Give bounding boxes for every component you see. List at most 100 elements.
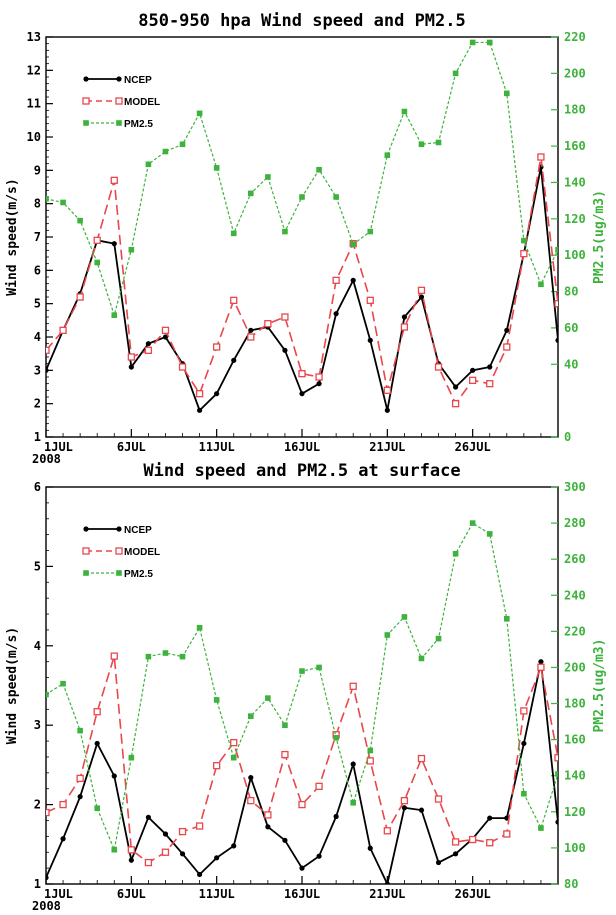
y-tick-label: 10 xyxy=(27,130,41,144)
data-point xyxy=(350,241,356,248)
x-tick-label: 21JUL xyxy=(369,887,405,901)
data-point xyxy=(282,228,288,235)
data-point xyxy=(401,614,408,620)
data-point xyxy=(230,230,237,237)
y-axis-label: Wind speed(m/s) xyxy=(5,627,20,744)
data-point xyxy=(46,875,49,881)
data-point xyxy=(128,364,134,370)
data-point xyxy=(77,217,83,224)
y2-tick-label: 80 xyxy=(564,285,578,299)
data-point xyxy=(145,653,152,660)
data-point xyxy=(487,364,493,370)
y-tick-label: 2 xyxy=(34,397,41,411)
data-point xyxy=(350,799,356,806)
data-point xyxy=(197,871,203,878)
data-point xyxy=(452,70,459,77)
data-point xyxy=(195,390,204,398)
data-point xyxy=(77,794,83,800)
legend-label: PM2.5 xyxy=(124,569,153,580)
legend-label: MODEL xyxy=(124,547,160,558)
data-point xyxy=(435,859,442,866)
data-point xyxy=(110,652,118,660)
data-point xyxy=(555,771,558,777)
data-point xyxy=(367,337,373,343)
data-point xyxy=(315,782,323,790)
legend-marker xyxy=(83,570,89,576)
y2-tick-label: 240 xyxy=(564,588,586,602)
data-point xyxy=(60,680,66,687)
y2-tick-label: 160 xyxy=(564,733,586,747)
legend-marker xyxy=(82,97,90,105)
series-pm2-5 xyxy=(46,39,558,318)
legend-marker xyxy=(83,120,89,126)
data-point xyxy=(60,836,66,842)
data-point xyxy=(554,754,558,762)
legend-marker xyxy=(115,97,123,105)
data-point xyxy=(366,757,374,765)
data-point xyxy=(111,312,118,318)
data-point xyxy=(383,827,391,835)
data-point xyxy=(332,276,340,284)
data-point xyxy=(127,353,135,361)
data-point xyxy=(418,141,425,148)
data-point xyxy=(128,246,135,253)
y2-tick-label: 60 xyxy=(564,321,578,335)
data-point xyxy=(367,747,374,754)
data-point xyxy=(94,259,100,266)
data-point xyxy=(162,831,169,837)
data-point xyxy=(162,148,169,155)
data-point xyxy=(469,376,477,384)
data-point xyxy=(520,250,528,258)
y-tick-label: 4 xyxy=(34,639,41,653)
data-point xyxy=(110,176,118,184)
data-point xyxy=(452,550,459,557)
y2-tick-label: 140 xyxy=(564,769,586,783)
x-tick-label: 16JUL xyxy=(284,887,320,901)
data-point xyxy=(504,90,510,97)
series-line xyxy=(46,661,558,884)
data-point xyxy=(281,750,289,759)
data-point xyxy=(144,346,153,354)
data-point xyxy=(230,296,238,304)
data-point xyxy=(537,153,545,161)
legend-label: MODEL xyxy=(124,97,160,108)
data-point xyxy=(470,367,476,373)
y2-tick-label: 300 xyxy=(564,480,586,494)
data-point xyxy=(213,165,220,171)
data-point xyxy=(486,380,494,388)
data-point xyxy=(93,708,101,716)
data-point xyxy=(367,228,374,235)
x-tick-label: 26JUL xyxy=(455,887,491,901)
y-tick-label: 13 xyxy=(27,30,41,44)
x-tick-label: 11JUL xyxy=(199,887,235,901)
legend-marker xyxy=(115,547,123,555)
data-point xyxy=(451,400,460,408)
data-point xyxy=(214,391,220,397)
data-point xyxy=(282,837,288,843)
data-point xyxy=(469,520,476,526)
data-point xyxy=(127,846,135,854)
data-point xyxy=(521,790,527,797)
data-point xyxy=(281,313,289,321)
data-point xyxy=(298,800,306,809)
data-point xyxy=(333,311,339,317)
data-point xyxy=(162,650,169,656)
data-point xyxy=(316,381,322,387)
data-point xyxy=(213,762,221,770)
data-point xyxy=(349,682,357,690)
data-point xyxy=(111,241,117,247)
data-point xyxy=(401,805,407,811)
data-point xyxy=(383,386,391,394)
y2-tick-label: 200 xyxy=(564,660,586,674)
data-point xyxy=(128,754,135,761)
data-point xyxy=(195,822,204,830)
data-point xyxy=(367,845,373,851)
y-tick-label: 7 xyxy=(34,230,41,244)
y2-tick-label: 180 xyxy=(564,697,586,711)
legend-marker xyxy=(116,76,122,82)
y2-tick-label: 100 xyxy=(564,841,586,855)
y2-tick-label: 140 xyxy=(564,175,586,189)
y-axis-label: Wind speed(m/s) xyxy=(5,178,20,295)
data-point xyxy=(384,881,390,884)
legend-marker xyxy=(82,547,90,555)
